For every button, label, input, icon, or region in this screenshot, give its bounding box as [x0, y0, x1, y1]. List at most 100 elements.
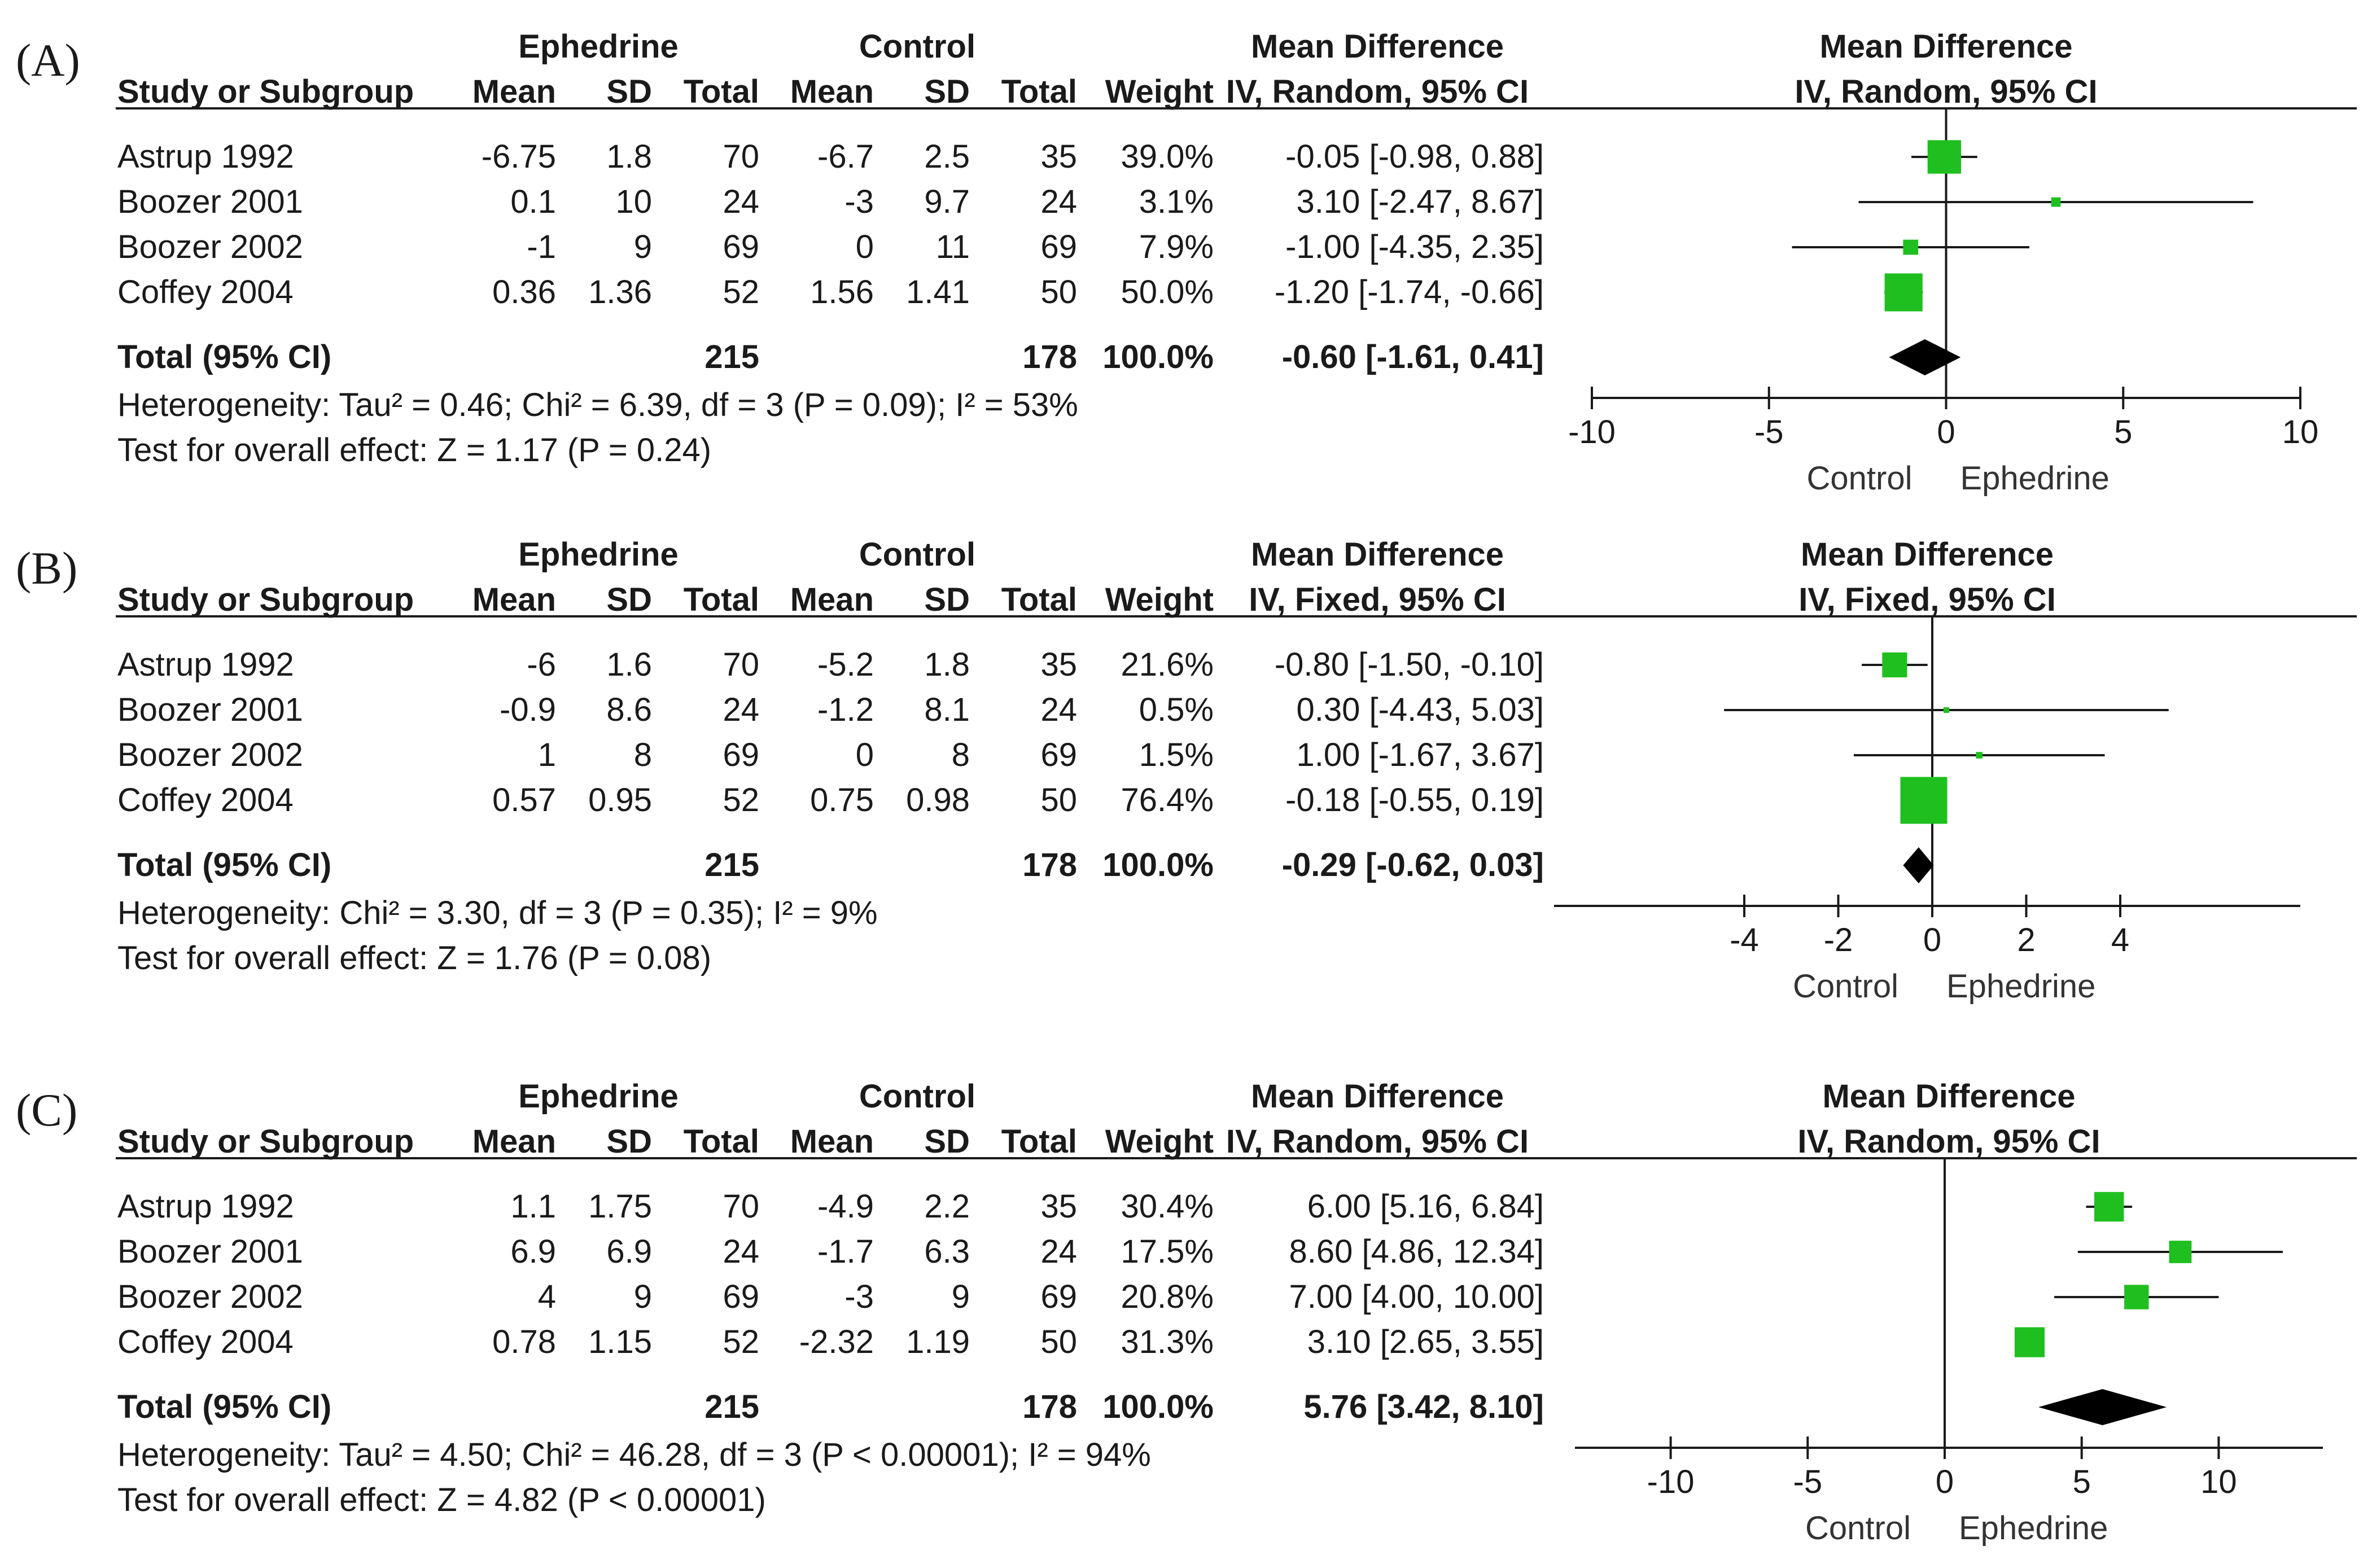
plot-header: Mean Difference	[1819, 28, 2073, 65]
column-header: Mean	[790, 581, 874, 618]
favours-right-label: Ephedrine	[1959, 1510, 2108, 1547]
column-header: Total	[1001, 1123, 1077, 1160]
control-mean: 0.75	[810, 782, 874, 818]
study-marker	[1943, 707, 1949, 713]
x-tick-label: -5	[1793, 1464, 1823, 1500]
ephedrine-sd: 1.36	[588, 274, 652, 310]
panel-label: (C)	[16, 1084, 78, 1136]
column-header: Weight	[1105, 73, 1214, 110]
study-ci: -0.05 [-0.98, 0.88]	[1285, 138, 1544, 175]
column-header: Total	[1001, 581, 1077, 618]
control-mean: -4.9	[817, 1188, 874, 1225]
ephedrine-mean: 0.78	[492, 1324, 556, 1360]
control-sd: 1.19	[906, 1324, 970, 1360]
group2-header: Control	[859, 28, 976, 65]
x-tick-label: 0	[1936, 1464, 1954, 1500]
ephedrine-sd: 6.9	[606, 1233, 652, 1270]
control-mean: 1.56	[810, 274, 874, 310]
column-header: Mean	[790, 73, 874, 110]
study-marker	[2124, 1285, 2149, 1309]
forest-panel: (B) Ephedrine Control Mean Difference IV, Fi…	[0, 508, 2372, 1005]
study-marker	[1976, 752, 1983, 759]
ci-subheader: IV, Random, 95% CI	[1226, 1123, 1529, 1160]
ephedrine-total: 69	[723, 229, 759, 265]
control-sd: 8	[951, 737, 970, 773]
x-tick-label: 0	[1923, 922, 1941, 958]
overall-effect-text: Test for overall effect: Z = 1.76 (P = 0…	[117, 940, 712, 976]
control-mean: -3	[844, 1278, 874, 1315]
ephedrine-mean: 1.1	[510, 1188, 556, 1225]
plot-header: Mean Difference	[1800, 536, 2054, 573]
study-weight: 3.1%	[1139, 183, 1214, 220]
study-ci: -1.00 [-4.35, 2.35]	[1285, 229, 1544, 265]
group2-header: Control	[859, 536, 976, 573]
forest-plot: -10 -5 0 5 10 Control Ephedrine	[1568, 107, 2319, 497]
control-total: 69	[1040, 737, 1077, 773]
ephedrine-sd: 1.75	[588, 1188, 652, 1225]
control-total: 24	[1040, 183, 1077, 220]
plot-subheader: IV, Random, 95% CI	[1795, 73, 2098, 110]
study-name: Boozer 2002	[117, 229, 303, 265]
ephedrine-sd: 9	[633, 1278, 652, 1315]
panel-label: (B)	[16, 542, 78, 594]
study-name: Boozer 2002	[117, 1278, 303, 1315]
ephedrine-total: 52	[723, 274, 759, 310]
x-tick-label: -10	[1647, 1464, 1695, 1500]
favours-right-label: Ephedrine	[1946, 968, 2095, 1005]
control-total: 35	[1040, 646, 1077, 683]
x-tick-label: 10	[2282, 414, 2319, 450]
control-mean: -3	[844, 183, 874, 220]
pooled-diamond	[1903, 847, 1934, 883]
study-weight: 17.5%	[1121, 1233, 1214, 1270]
overall-effect-text: Test for overall effect: Z = 4.82 (P < 0…	[117, 1482, 766, 1518]
column-header: SD	[606, 581, 652, 618]
total-label: Total (95% CI)	[117, 339, 332, 375]
control-sd: 9.7	[924, 183, 970, 220]
ephedrine-total: 24	[723, 691, 759, 728]
ci-header: Mean Difference	[1250, 1078, 1504, 1115]
study-name: Astrup 1992	[117, 138, 294, 175]
heterogeneity-text: Heterogeneity: Chi² = 3.30, df = 3 (P = …	[117, 895, 878, 931]
control-total: 50	[1040, 274, 1077, 310]
ci-header: Mean Difference	[1250, 28, 1504, 65]
heterogeneity-text: Heterogeneity: Tau² = 4.50; Chi² = 46.28…	[117, 1436, 1151, 1473]
ephedrine-mean: 6.9	[510, 1233, 556, 1270]
column-header: Study or Subgroup	[117, 1123, 414, 1160]
total-control-n: 178	[1022, 847, 1077, 883]
group1-header: Ephedrine	[518, 1078, 679, 1115]
total-weight: 100.0%	[1102, 1389, 1214, 1425]
control-total: 50	[1040, 782, 1077, 818]
study-weight: 31.3%	[1121, 1324, 1214, 1360]
ephedrine-sd: 1.6	[606, 646, 652, 683]
study-marker	[2169, 1241, 2192, 1263]
control-sd: 2.5	[924, 138, 970, 175]
total-label: Total (95% CI)	[117, 847, 332, 883]
plot-subheader: IV, Fixed, 95% CI	[1798, 581, 2056, 618]
study-name: Astrup 1992	[117, 646, 294, 683]
study-ci: 8.60 [4.86, 12.34]	[1289, 1233, 1544, 1270]
group1-header: Ephedrine	[518, 536, 679, 573]
study-ci: -0.80 [-1.50, -0.10]	[1274, 646, 1544, 683]
control-total: 69	[1040, 229, 1077, 265]
study-ci: 6.00 [5.16, 6.84]	[1307, 1188, 1544, 1225]
favours-left-label: Control	[1805, 1510, 1911, 1547]
study-name: Boozer 2001	[117, 1233, 303, 1270]
control-sd: 1.41	[906, 274, 970, 310]
x-tick-label: -2	[1824, 922, 1853, 958]
ephedrine-mean: -1	[527, 229, 556, 265]
forest-panel: (C) Ephedrine Control Mean Difference IV, Ra…	[0, 1050, 2372, 1547]
favours-left-label: Control	[1807, 460, 1913, 497]
study-marker	[1884, 273, 1923, 312]
control-sd: 0.98	[906, 782, 970, 818]
control-mean: -5.2	[817, 646, 874, 683]
study-weight: 20.8%	[1121, 1278, 1214, 1315]
column-header: Study or Subgroup	[117, 73, 414, 110]
forest-panel: (A) Ephedrine Control Mean Difference IV, Ra…	[0, 0, 2372, 497]
study-marker	[1882, 652, 1907, 678]
study-ci: 1.00 [-1.67, 3.67]	[1296, 737, 1544, 773]
favours-right-label: Ephedrine	[1960, 460, 2110, 497]
study-ci: 7.00 [4.00, 10.00]	[1289, 1278, 1544, 1315]
study-weight: 0.5%	[1139, 691, 1214, 728]
study-name: Coffey 2004	[117, 1324, 294, 1360]
ephedrine-total: 24	[723, 183, 759, 220]
